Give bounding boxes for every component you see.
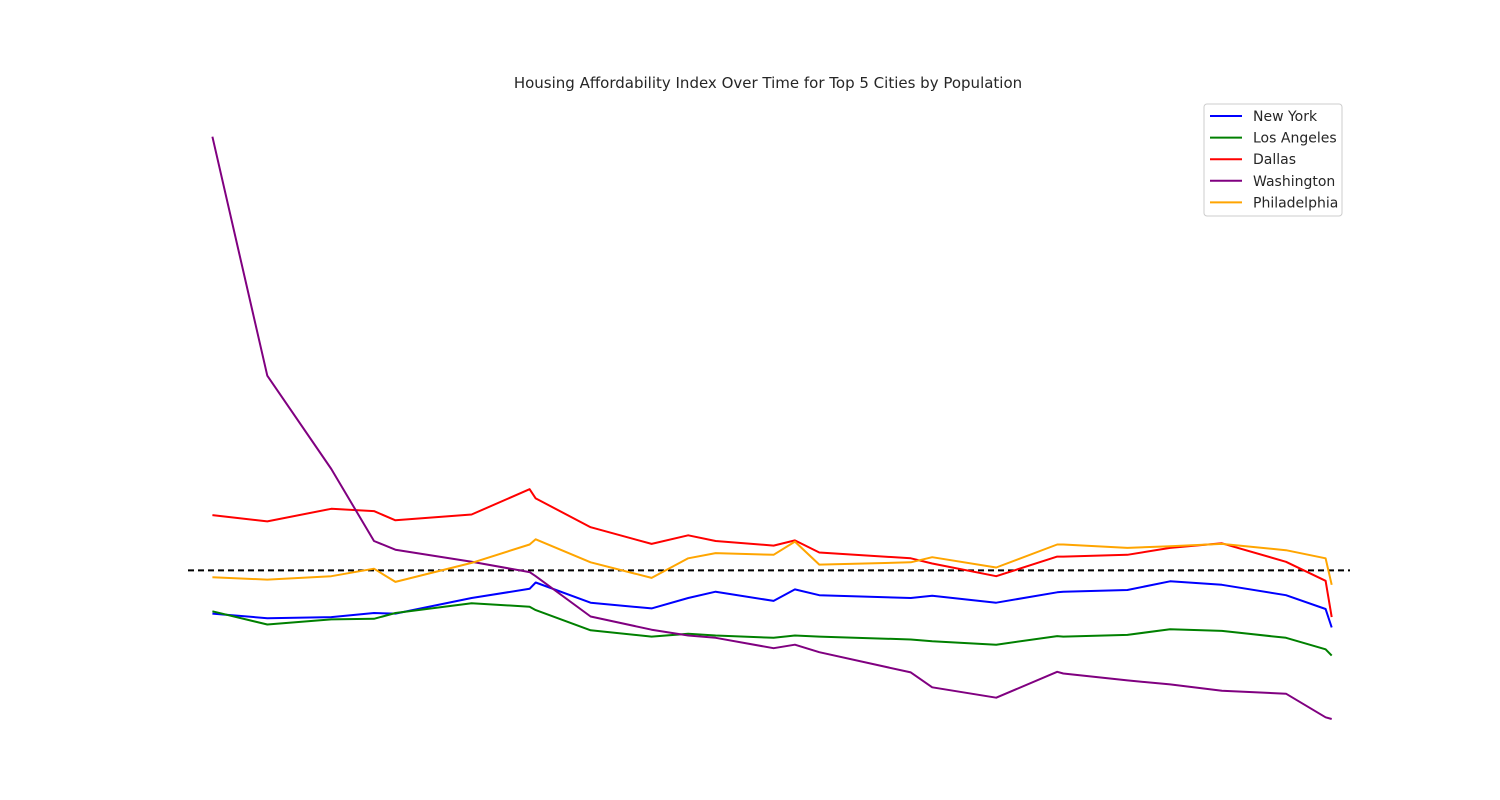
legend-items: New York Los Angeles Dallas Washington Phila… xyxy=(1210,109,1338,211)
series-line-dallas xyxy=(212,488,1333,618)
series-line-new-york xyxy=(212,580,1333,628)
legend: New York Los Angeles Dallas Washington Phila… xyxy=(1203,103,1343,217)
legend-box xyxy=(1203,103,1343,217)
series-group xyxy=(211,136,1333,720)
chart-title: Housing Affordability Index Over Time fo… xyxy=(514,74,1022,92)
series-line-washington xyxy=(211,136,1332,720)
legend-label-dallas: Dallas xyxy=(1253,152,1296,168)
series-line-los-angeles xyxy=(212,602,1333,657)
legend-label-washington: Washington xyxy=(1253,174,1335,190)
legend-label-philadelphia: Philadelphia xyxy=(1253,195,1338,211)
legend-label-los-angeles: Los Angeles xyxy=(1253,131,1337,147)
legend-label-new-york: New York xyxy=(1253,109,1318,125)
series-line-philadelphia xyxy=(212,538,1333,586)
